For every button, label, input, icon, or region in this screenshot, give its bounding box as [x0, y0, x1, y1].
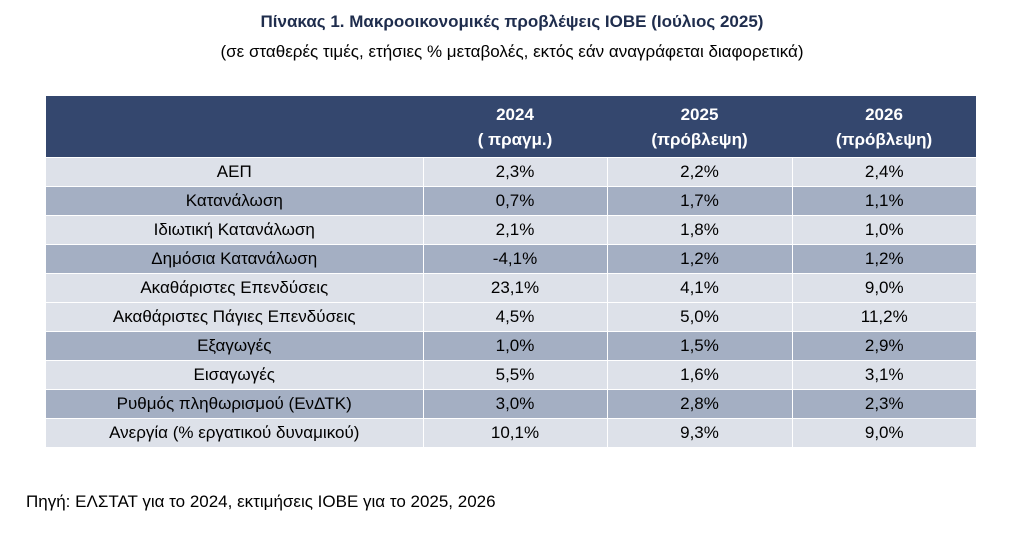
row-label: Ρυθμός πληθωρισμού (ΕνΔΤΚ) — [46, 389, 423, 419]
row-label: Ιδιωτική Κατανάλωση — [46, 215, 423, 245]
value-2024: 2,3% — [422, 157, 607, 187]
header-cell-2025: 2025 (πρόβλεψη) — [607, 96, 792, 158]
table-row: ΑΕΠ 2,3% 2,2% 2,4% — [46, 157, 976, 187]
value-2026: 9,0% — [791, 273, 976, 303]
value-2024: 10,1% — [422, 418, 607, 447]
row-label: Ακαθάριστες Επενδύσεις — [46, 273, 423, 303]
value-2025: 5,0% — [606, 302, 792, 332]
header-cell-2024: 2024 ( πραγμ.) — [423, 96, 607, 158]
table-row: Κατανάλωση 0,7% 1,7% 1,1% — [46, 186, 976, 216]
table-row: Ρυθμός πληθωρισμού (ΕνΔΤΚ) 3,0% 2,8% 2,3… — [46, 389, 976, 419]
row-label: Εξαγωγές — [46, 331, 423, 361]
table-row: Ακαθάριστες Επενδύσεις 23,1% 4,1% 9,0% — [46, 273, 976, 303]
table-row: Δημόσια Κατανάλωση -4,1% 1,2% 1,2% — [46, 244, 976, 274]
value-2024: 23,1% — [422, 273, 607, 303]
value-2024: 0,7% — [422, 186, 607, 216]
row-label: Ακαθάριστες Πάγιες Επενδύσεις — [46, 302, 423, 332]
header-year: 2026 — [865, 104, 903, 124]
value-2024: 5,5% — [422, 360, 607, 390]
table-header-row: 2024 ( πραγμ.) 2025 (πρόβλεψη) 2026 (πρό… — [46, 96, 976, 158]
value-2026: 2,4% — [791, 157, 976, 187]
value-2025: 1,5% — [606, 331, 792, 361]
page-subtitle: (σε σταθερές τιμές, ετήσιες % μεταβολές,… — [220, 42, 804, 61]
value-2024: 4,5% — [422, 302, 607, 332]
header-cell-2026: 2026 (πρόβλεψη) — [792, 96, 976, 158]
value-2026: 9,0% — [791, 418, 976, 447]
value-2025: 1,2% — [606, 244, 792, 274]
value-2025: 2,2% — [606, 157, 792, 187]
value-2025: 2,8% — [606, 389, 792, 419]
table-row: Ιδιωτική Κατανάλωση 2,1% 1,8% 1,0% — [46, 215, 976, 245]
value-2025: 9,3% — [606, 418, 792, 447]
header-cell-label — [46, 96, 423, 158]
value-2026: 3,1% — [791, 360, 976, 390]
header-year: 2025 — [680, 104, 719, 124]
value-2025: 1,7% — [606, 186, 792, 216]
value-2026: 1,2% — [791, 244, 976, 274]
value-2025: 1,8% — [606, 215, 792, 245]
header-note: ( πραγμ.) — [477, 129, 553, 149]
row-label: Δημόσια Κατανάλωση — [46, 244, 423, 274]
table-row: Εισαγωγές 5,5% 1,6% 3,1% — [46, 360, 976, 390]
value-2024: 3,0% — [422, 389, 607, 419]
table-row: Ακαθάριστες Πάγιες Επενδύσεις 4,5% 5,0% … — [46, 302, 976, 332]
value-2026: 2,9% — [791, 331, 976, 361]
page-title: Πίνακας 1. Μακροοικονομικές προβλέψεις Ι… — [260, 12, 764, 31]
row-label: Ανεργία (% εργατικού δυναμικού) — [46, 418, 423, 447]
row-label: ΑΕΠ — [46, 157, 423, 187]
header-note: (πρόβλεψη) — [835, 129, 933, 149]
table-row: Ανεργία (% εργατικού δυναμικού) 10,1% 9,… — [46, 418, 976, 447]
value-2024: 2,1% — [422, 215, 607, 245]
header-note: (πρόβλεψη) — [651, 129, 748, 149]
row-label: Εισαγωγές — [46, 360, 423, 390]
value-2025: 4,1% — [606, 273, 792, 303]
value-2026: 2,3% — [791, 389, 976, 419]
forecast-table: 2024 ( πραγμ.) 2025 (πρόβλεψη) 2026 (πρό… — [46, 96, 976, 447]
value-2026: 1,0% — [791, 215, 976, 245]
source-note: Πηγή: ΕΛΣΤΑΤ για το 2024, εκτιμήσεις ΙΟΒ… — [26, 492, 496, 511]
value-2026: 1,1% — [791, 186, 976, 216]
header-year: 2024 — [496, 104, 534, 124]
value-2026: 11,2% — [791, 302, 976, 332]
value-2024: 1,0% — [422, 331, 607, 361]
value-2024: -4,1% — [422, 244, 607, 274]
row-label: Κατανάλωση — [46, 186, 423, 216]
table-row: Εξαγωγές 1,0% 1,5% 2,9% — [46, 331, 976, 361]
value-2025: 1,6% — [606, 360, 792, 390]
